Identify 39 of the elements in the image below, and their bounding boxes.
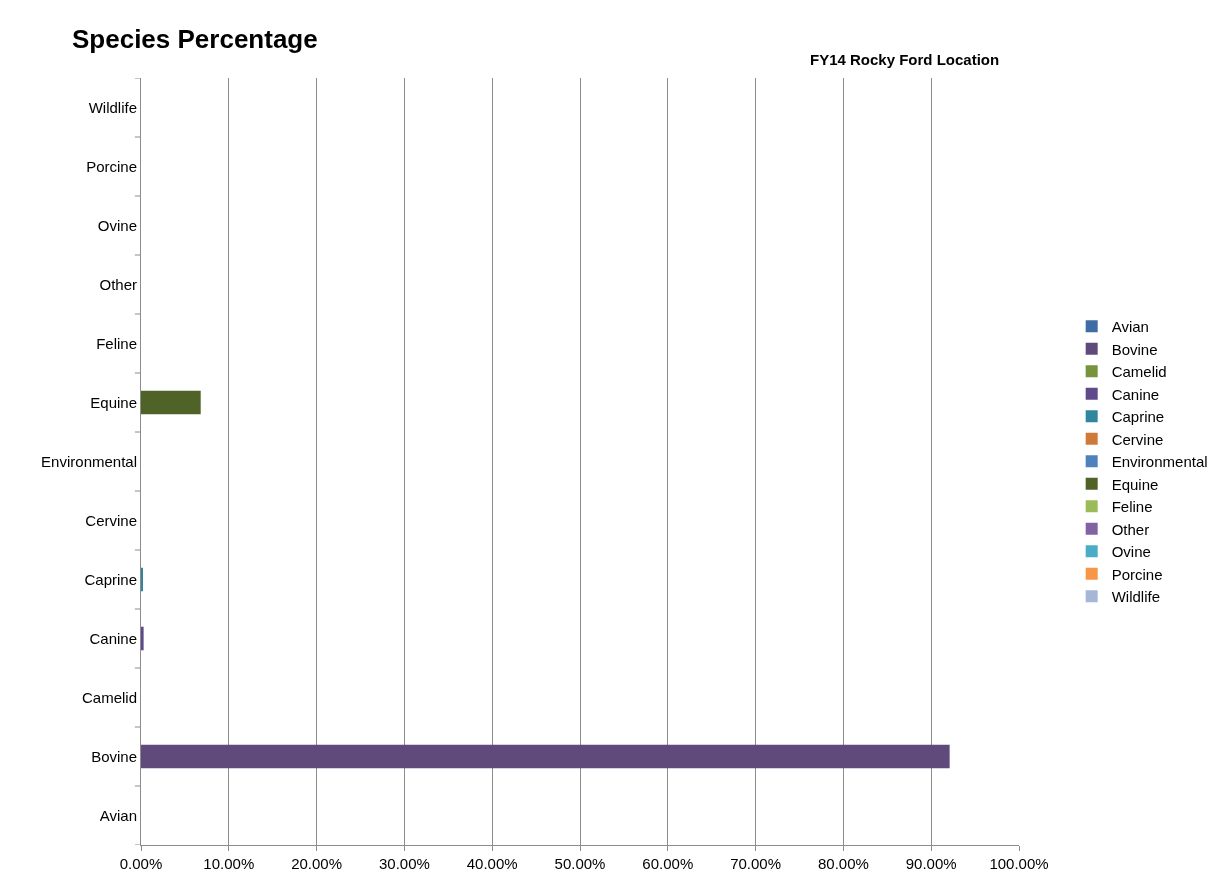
y-tick-label: Avian (99, 806, 137, 824)
y-tick-label: Canine (89, 629, 137, 647)
legend-label: Camelid (1111, 363, 1167, 381)
legend-label: Caprine (1111, 408, 1165, 426)
legend-label: Cervine (1111, 430, 1164, 448)
y-tick-label: Other (99, 275, 137, 293)
y-tick-label: Caprine (84, 570, 137, 588)
x-tick-label: 60.00% (642, 855, 694, 872)
y-tick-label: Bovine (91, 747, 137, 765)
legend-label: Wildlife (1111, 588, 1161, 606)
x-tick-label: 30.00% (378, 855, 430, 872)
legend-label: Porcine (1111, 565, 1163, 583)
x-tick-label: 20.00% (291, 855, 343, 872)
y-tick-label: Wildlife (88, 98, 137, 116)
y-tick-label: Ovine (97, 216, 137, 234)
legend-label: Bovine (1111, 340, 1158, 358)
x-tick-label: 90.00% (905, 855, 957, 872)
legend-label: Canine (1111, 385, 1160, 403)
legend-label: Environmental (1111, 453, 1208, 471)
y-tick-label: Cervine (85, 511, 137, 529)
legend-label: Ovine (1111, 543, 1151, 561)
x-tick-label: 70.00% (730, 855, 782, 872)
chart-title: Species Percentage (72, 24, 318, 55)
x-tick-label: 0.00% (119, 855, 163, 872)
y-tick-label: Feline (96, 334, 137, 352)
x-tick-label: 40.00% (466, 855, 518, 872)
chart-subtitle: FY14 Rocky Ford Location (810, 51, 1000, 68)
legend-label: Other (1111, 520, 1150, 538)
y-tick-label: Equine (90, 393, 137, 411)
y-tick-label: Camelid (81, 688, 137, 706)
x-tick-label: 80.00% (817, 855, 869, 872)
y-tick-label: Environmental (41, 452, 137, 470)
x-tick-label: 50.00% (554, 855, 606, 872)
legend-label: Feline (1111, 498, 1153, 516)
y-tick-label: Porcine (86, 157, 137, 175)
legend-label: Equine (1111, 475, 1159, 493)
x-tick-label: 100.00% (989, 855, 1049, 872)
legend-label: Avian (1111, 318, 1149, 336)
x-tick-label: 10.00% (203, 855, 255, 872)
